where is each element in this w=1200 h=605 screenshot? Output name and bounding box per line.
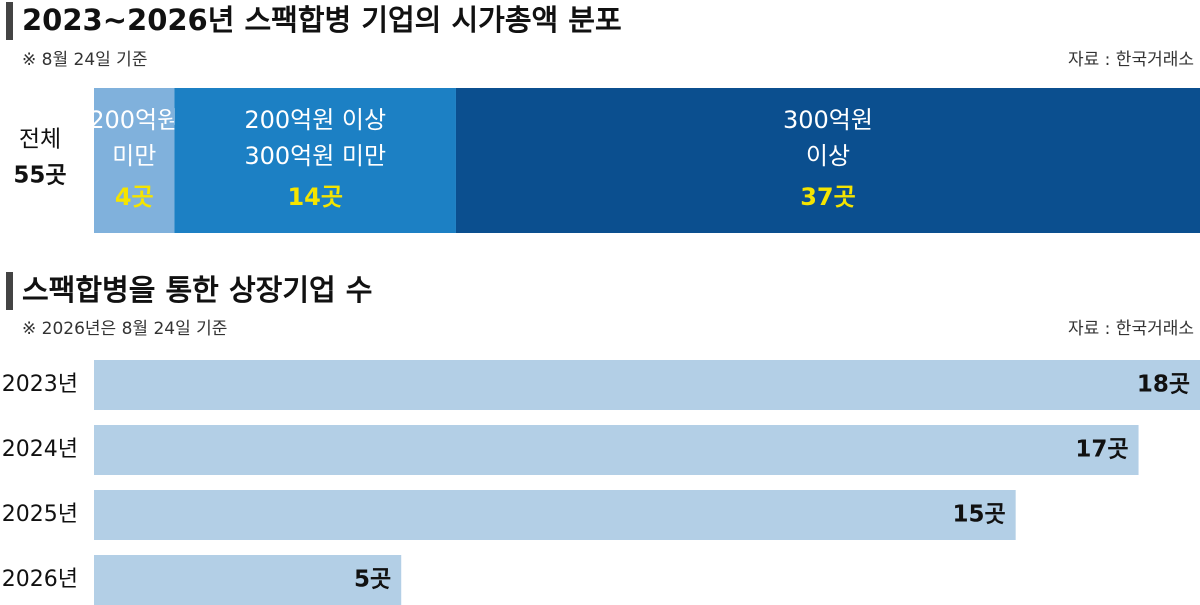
value-label: 4곳 [115, 183, 154, 211]
bar [94, 555, 402, 605]
value-label: 37곳 [800, 183, 855, 211]
chart-title: 스팩합병을 통한 상장기업 수 [22, 273, 372, 307]
title-marker [6, 272, 13, 310]
segment-label: 300억원 [783, 106, 873, 134]
note: ※ 2026년은 8월 24일 기준 [22, 319, 227, 339]
value-label: 17곳 [1075, 437, 1128, 463]
bar-segment [94, 88, 175, 233]
category-label: 2023년 [2, 372, 78, 397]
value-label: 15곳 [952, 502, 1005, 528]
source: 자료 : 한국거래소 [1068, 50, 1194, 70]
bar [94, 425, 1139, 475]
value-label: 14곳 [287, 183, 342, 211]
bar-segment [455, 88, 1200, 233]
segment-label: 200억원 이상 [244, 106, 386, 134]
total-label: 55곳 [13, 163, 66, 189]
bar [94, 360, 1200, 410]
segment-label: 미만 [112, 142, 156, 170]
title-marker [6, 2, 13, 40]
bar [94, 490, 1016, 540]
segment-label: 이상 [806, 142, 850, 170]
segment-label: 300억원 미만 [244, 142, 386, 170]
value-label: 18곳 [1137, 372, 1190, 398]
category-label: 2024년 [2, 437, 78, 462]
source: 자료 : 한국거래소 [1068, 319, 1194, 339]
note: ※ 8월 24일 기준 [22, 50, 147, 70]
category-label: 2025년 [2, 502, 78, 527]
total-caption: 전체 [19, 127, 61, 153]
bar-segment [174, 88, 456, 233]
category-label: 2026년 [2, 567, 78, 592]
value-label: 5곳 [354, 567, 391, 593]
chart-title: 2023~2026년 스팩합병 기업의 시가총액 분포 [22, 3, 622, 37]
segment-label: 200억원 [89, 106, 179, 134]
